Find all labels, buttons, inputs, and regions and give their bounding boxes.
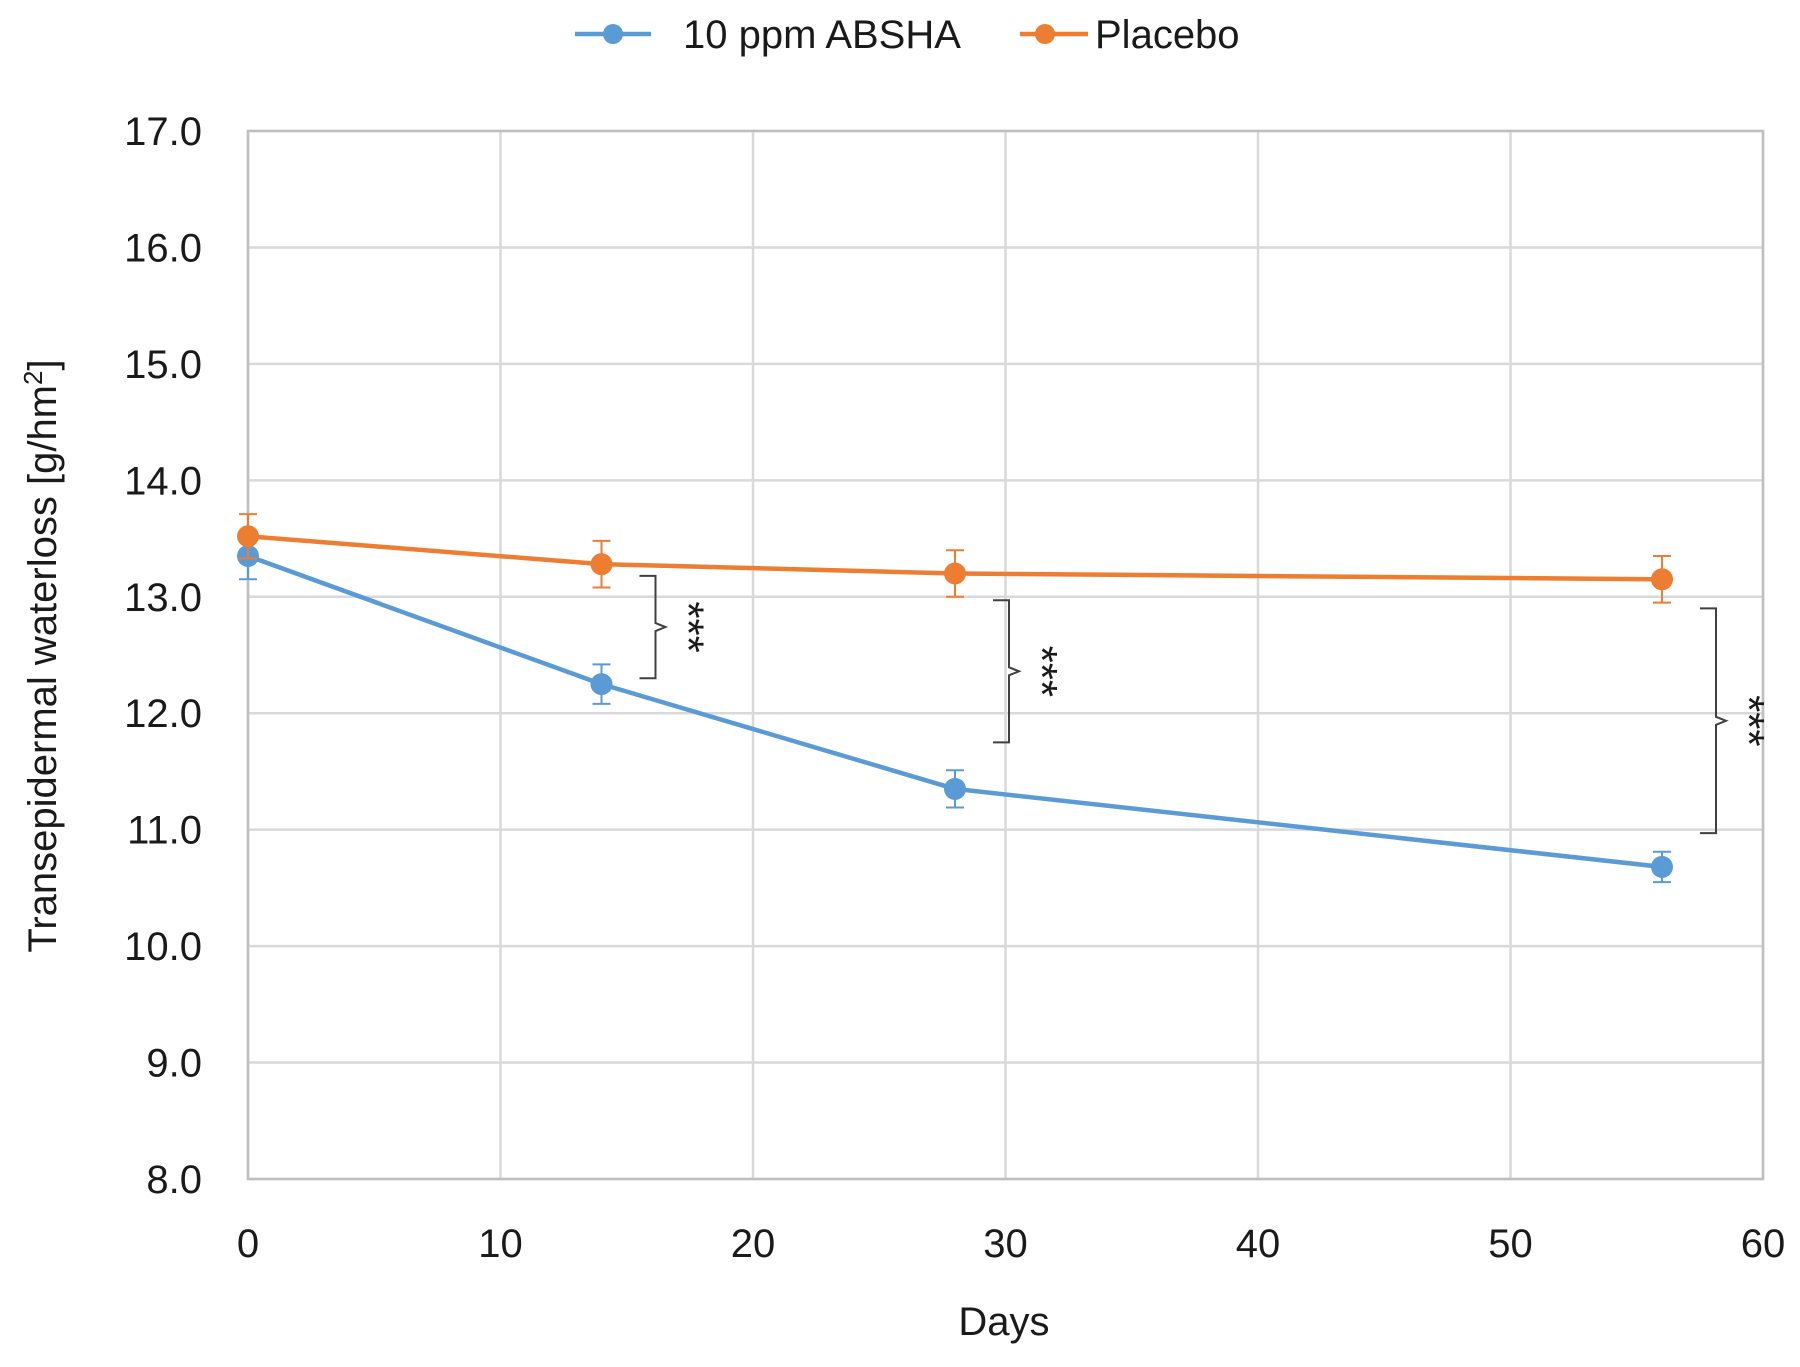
data-point (1651, 568, 1673, 591)
y-tick-label: 10.0 (124, 925, 202, 969)
y-tick-label: 12.0 (124, 692, 202, 736)
significance-label: *** (1724, 695, 1773, 746)
x-tick-label: 0 (237, 1222, 259, 1266)
significance-bracket (639, 574, 669, 680)
legend-marker-absha (603, 24, 623, 44)
y-axis-title-superscript: 2 (18, 371, 48, 385)
data-point (590, 553, 613, 576)
y-tick-label: 16.0 (124, 226, 202, 270)
y-tick-label: 15.0 (124, 343, 202, 387)
significance-bracket (993, 599, 1022, 744)
x-tick-label: 30 (983, 1222, 1028, 1266)
x-tick-label: 10 (478, 1222, 523, 1266)
data-point (590, 673, 613, 696)
series-line (247, 533, 1663, 582)
y-axis-title: Transepidermal waterloss [g/hm2] (18, 359, 65, 952)
series-line (247, 553, 1663, 870)
significance-bracket (1700, 607, 1729, 835)
y-tick-label: 9.0 (146, 1042, 202, 1086)
axes: 8.0 9.0 10.0 11.0 12.0 13.0 14.0 15.0 16.0 17.0 0 1… (124, 110, 1785, 1266)
legend: 10 ppm ABSHA Placebo (575, 13, 1240, 57)
y-tick-label: 13.0 (124, 576, 202, 620)
data-point (944, 777, 966, 800)
x-tick-label: 20 (731, 1222, 776, 1266)
y-axis-title-suffix: ] (21, 359, 65, 370)
significance-label: *** (1017, 646, 1066, 697)
series-absha (237, 531, 1673, 884)
significance-annotations: *** *** *** (639, 574, 1773, 835)
x-tick-label: 40 (1236, 1222, 1281, 1266)
legend-marker-placebo (1035, 24, 1055, 44)
legend-label-placebo: Placebo (1095, 13, 1240, 57)
y-tick-label: 8.0 (146, 1158, 202, 1202)
y-tick-label: 11.0 (127, 809, 202, 853)
y-tick-label: 14.0 (124, 459, 202, 503)
x-tick-label: 50 (1488, 1222, 1533, 1266)
data-point (944, 562, 966, 585)
series-placebo (237, 513, 1673, 604)
x-axis-title: Days (958, 1300, 1049, 1344)
y-tick-label: 17.0 (124, 110, 202, 154)
data-point (1651, 855, 1673, 878)
grid (246, 129, 1765, 1181)
series-layer (237, 513, 1673, 884)
data-point (237, 525, 259, 548)
y-axis-title-text: Transepidermal waterloss [g/hm (21, 385, 65, 953)
significance-label: *** (664, 601, 713, 652)
legend-label-absha: 10 ppm ABSHA (683, 13, 961, 57)
plot-frame (246, 129, 1765, 1181)
x-tick-label: 60 (1741, 1222, 1786, 1266)
